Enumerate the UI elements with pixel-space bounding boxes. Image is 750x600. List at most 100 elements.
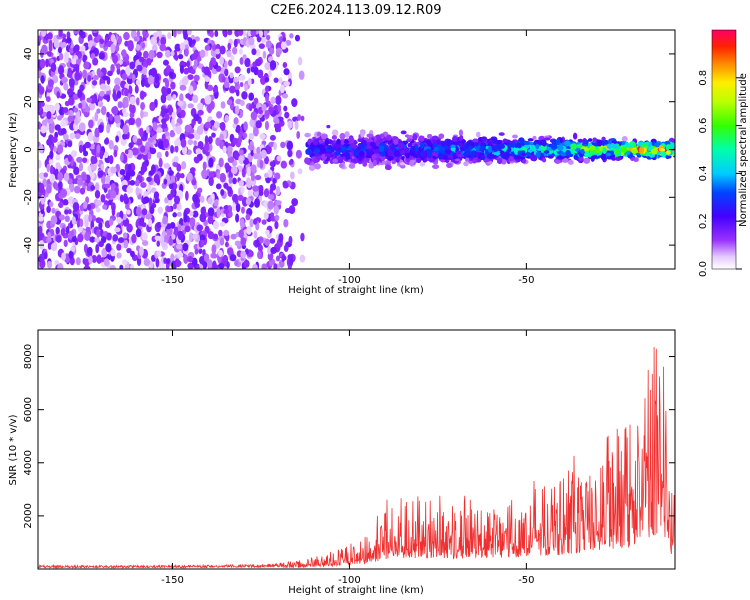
spectrogram-cell [277, 104, 282, 113]
spectrogram-cell [263, 188, 270, 198]
spectrogram-cell [219, 172, 226, 183]
spectrogram-cell [238, 134, 243, 144]
spectrogram-cell [162, 215, 169, 225]
spectrogram-cell [267, 194, 275, 200]
spectrogram-cell [260, 75, 267, 85]
spectrogram-cell [264, 62, 271, 71]
spectrogram-cell [142, 66, 147, 76]
spectrogram-cell [235, 124, 241, 134]
spectrogram-cell [227, 42, 232, 50]
spectrogram-cell [213, 200, 219, 206]
spectrogram-cell [122, 124, 129, 135]
spectrogram-cell [157, 140, 165, 150]
spectrogram-cell [103, 183, 111, 189]
spectrogram-cell [268, 69, 272, 78]
spectrogram-cell [132, 135, 138, 143]
spectrogram-cell [176, 243, 183, 250]
spectrogram-cell [288, 235, 293, 245]
spectrogram-cell [168, 237, 174, 246]
spectrogram-cell [50, 242, 58, 252]
spectrogram-cell [463, 161, 469, 167]
spectrogram-cell [70, 230, 75, 238]
spectrogram-cell [116, 243, 122, 251]
spectrogram-cell [199, 49, 206, 59]
spectrogram-cell [167, 32, 172, 40]
spectrogram-cell [234, 260, 239, 267]
spectrogram-cell [503, 152, 510, 160]
spectrogram-cell [192, 179, 197, 186]
spectrogram-cell [91, 80, 98, 86]
spectrogram-cell [64, 51, 69, 60]
spectrogram-cell [204, 79, 209, 90]
spectrogram-cell [233, 38, 238, 48]
spectrogram-cell [227, 59, 233, 67]
spectrogram-cell [219, 133, 224, 141]
spectrogram-cell [81, 173, 88, 182]
spectrogram-cell [220, 188, 225, 196]
spectrogram-cell [67, 154, 72, 163]
spectrogram-cell [189, 232, 193, 242]
spectrogram-cell [208, 171, 215, 178]
spectrogram-cell [71, 216, 76, 225]
spectrogram-cell [48, 124, 55, 134]
spectrogram-cell [230, 233, 237, 240]
spectrogram-cell [269, 134, 276, 141]
spectrogram-cell [174, 43, 181, 52]
spectrogram-cell [152, 44, 158, 53]
spectrogram-cell [129, 96, 137, 105]
spectrogram-cell [240, 250, 247, 259]
spectrogram-cell [77, 88, 83, 99]
spectrogram-cell [283, 105, 288, 112]
spectrogram-cell [249, 218, 254, 228]
spectrogram-cell [285, 39, 292, 46]
spectrogram-cell [197, 109, 204, 116]
spectrogram-cell [212, 220, 219, 230]
spectrogram-cell [331, 135, 337, 140]
spectrogram-cell [283, 68, 290, 76]
spectrogram-cell [249, 118, 255, 127]
spectrogram-cell [204, 76, 211, 83]
spectrogram-cell [139, 246, 144, 257]
spectrogram-cell [246, 166, 251, 177]
spectrogram-cell [235, 213, 240, 223]
spectrogram-cell [345, 152, 351, 160]
spectrogram-cell [199, 195, 205, 203]
spectrogram-cell [100, 163, 105, 171]
spectrogram-cell [253, 198, 261, 208]
spectrogram-cell [41, 44, 48, 55]
spectrogram-cell [135, 43, 141, 51]
spectrogram-cell [48, 159, 54, 165]
spectrogram-cell [158, 157, 163, 168]
spectrogram-cell [143, 196, 150, 204]
spectrogram-cell [156, 250, 162, 257]
spectrogram-cell [149, 260, 154, 269]
spectrogram-cell [89, 143, 96, 150]
spectrogram-cell [101, 247, 108, 258]
spectrogram-cell [289, 33, 294, 39]
spectrogram-cell [110, 166, 117, 174]
spectrogram-cell [129, 180, 136, 186]
spectrogram-cell [264, 76, 269, 83]
spectrogram-cell [140, 109, 144, 119]
spectrogram-cell [542, 157, 547, 163]
spectrogram-cell [256, 146, 261, 155]
spectrogram-cell [207, 103, 213, 114]
spectrogram-cell [173, 155, 179, 163]
spectrogram-cell [38, 85, 45, 95]
spectrogram-cell [39, 182, 45, 193]
spectrogram-cell [179, 64, 184, 74]
spectrogram-cell [228, 176, 233, 184]
spectrogram-cell [252, 263, 258, 269]
spectrogram-cell [208, 157, 214, 168]
spectrogram-cell [95, 243, 100, 254]
spectrogram-cell [110, 34, 116, 42]
spectrogram-cell [532, 135, 537, 140]
spectrogram-cell [387, 155, 394, 161]
spectrogram-cell [51, 136, 58, 143]
spectrogram-cell [227, 149, 232, 159]
spectrogram-cell [588, 138, 593, 142]
spectrogram-cell [275, 47, 282, 56]
spectrogram-cell [170, 174, 176, 185]
spectrogram-cell [294, 34, 301, 42]
